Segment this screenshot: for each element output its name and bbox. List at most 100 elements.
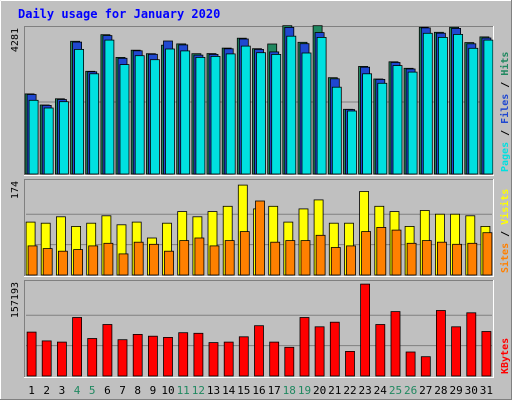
x-tick-label-27: 27 — [419, 384, 432, 397]
bar-kbytes-day-25 — [390, 311, 401, 377]
bar-pages-day-10 — [165, 48, 175, 175]
bar-kbytes-day-31 — [481, 331, 492, 377]
bar-sites-day-24 — [376, 226, 387, 276]
bar-pages-day-14 — [225, 53, 236, 175]
bar-pages-day-27 — [422, 32, 433, 175]
x-tick-label-3: 3 — [59, 384, 66, 397]
legend-item-kbytes: KBytes — [500, 338, 511, 374]
bar-pages-day-30 — [468, 47, 479, 175]
legend-text: Sites / Visits — [499, 189, 511, 273]
bar-sites-day-15 — [239, 231, 250, 276]
bar-sites-day-1 — [27, 245, 38, 276]
bar-sites-day-7 — [118, 253, 129, 276]
bar-kbytes-day-17 — [269, 341, 280, 377]
bar-sites-day-19 — [300, 240, 311, 276]
bar-pages-day-26 — [407, 71, 418, 175]
x-tick-label-28: 28 — [434, 384, 447, 397]
legend-item-hits: Hits — [499, 52, 511, 76]
x-tick-label-25: 25 — [389, 384, 402, 397]
bar-sites-day-2 — [42, 248, 53, 276]
bar-pages-day-11 — [180, 50, 191, 175]
bar-sites-day-26 — [406, 242, 417, 276]
legend: Sites / Visits — [499, 189, 511, 273]
bar-pages-day-24 — [377, 82, 388, 175]
bar-kbytes-day-13 — [208, 342, 219, 377]
bar-sites-day-23 — [361, 231, 372, 276]
bar-sites-day-4 — [73, 249, 83, 276]
legend-item-pages: Pages — [500, 142, 511, 172]
bar-pages-day-31 — [483, 39, 494, 175]
x-tick-label-20: 20 — [313, 384, 326, 397]
panel-visits-sites: 174 Sites / Visits — [10, 179, 511, 277]
x-tick-label-18: 18 — [283, 384, 296, 397]
legend-text: KBytes — [500, 338, 511, 374]
bar-kbytes-day-21 — [329, 321, 340, 377]
bar-pages-day-19 — [301, 52, 312, 175]
bar-pages-day-7 — [119, 64, 130, 175]
bar-pages-day-12 — [195, 57, 206, 175]
bar-sites-day-17 — [270, 241, 281, 276]
bar-kbytes-day-28 — [435, 310, 446, 377]
bar-sites-day-13 — [209, 245, 220, 276]
y-max-label: 4281 — [10, 28, 21, 52]
x-tick-label-23: 23 — [358, 384, 371, 397]
x-tick-label-29: 29 — [449, 384, 462, 397]
x-tick-label-24: 24 — [374, 384, 388, 397]
x-tick-label-19: 19 — [298, 384, 311, 397]
bar-sites-day-11 — [179, 240, 190, 276]
bar-pages-day-9 — [149, 59, 160, 175]
bar-kbytes-day-15 — [238, 336, 249, 377]
bar-sites-day-16 — [255, 200, 265, 276]
x-tick-label-4: 4 — [74, 384, 81, 397]
bar-pages-day-18 — [286, 35, 297, 175]
bar-pages-day-6 — [104, 39, 115, 175]
legend-separator: / — [500, 225, 511, 243]
bar-kbytes-day-14 — [223, 341, 234, 377]
bar-sites-day-3 — [58, 250, 68, 276]
bar-pages-day-8 — [134, 55, 145, 175]
bar-pages-day-2 — [43, 107, 54, 175]
bar-kbytes-day-2 — [41, 340, 52, 377]
bar-sites-day-9 — [148, 243, 159, 276]
legend: Pages / Files / Hits — [499, 52, 511, 172]
bar-sites-day-25 — [391, 229, 402, 276]
bar-kbytes-day-30 — [466, 312, 477, 377]
x-tick-label-17: 17 — [268, 384, 281, 397]
x-tick-label-30: 30 — [465, 384, 478, 397]
legend: KBytes — [500, 338, 511, 374]
x-tick-label-21: 21 — [328, 384, 341, 397]
chart-title: Daily usage for January 2020 — [18, 7, 220, 21]
bar-sites-day-14 — [224, 240, 235, 276]
bar-kbytes-day-19 — [299, 317, 310, 377]
x-tick-label-13: 13 — [207, 384, 220, 397]
bar-pages-day-17 — [271, 54, 282, 175]
bar-kbytes-day-1 — [26, 331, 37, 377]
bar-sites-day-18 — [285, 240, 296, 276]
x-tick-label-10: 10 — [161, 384, 174, 397]
bar-kbytes-day-5 — [87, 338, 98, 377]
x-tick-label-5: 5 — [89, 384, 96, 397]
bar-kbytes-day-10 — [163, 336, 173, 377]
bar-kbytes-day-29 — [451, 326, 462, 377]
bar-kbytes-day-3 — [57, 341, 67, 377]
legend-item-visits: Visits — [499, 189, 511, 225]
panel-kbytes: 157193 KBytes — [10, 280, 511, 378]
x-tick-label-7: 7 — [119, 384, 126, 397]
bar-sites-day-27 — [421, 240, 432, 276]
bar-sites-day-5 — [88, 245, 99, 276]
x-tick-label-2: 2 — [43, 384, 50, 397]
bar-pages-day-28 — [437, 37, 448, 175]
bar-pages-day-5 — [89, 73, 100, 175]
bar-kbytes-day-20 — [314, 326, 325, 377]
bar-kbytes-day-12 — [193, 332, 204, 377]
x-tick-label-11: 11 — [177, 384, 190, 397]
bar-pages-day-3 — [59, 101, 69, 175]
bar-pages-day-25 — [392, 65, 403, 175]
legend-item-files: Files — [499, 94, 511, 124]
y-max-label: 157193 — [10, 282, 21, 318]
bar-sites-day-10 — [164, 250, 174, 276]
bar-kbytes-day-4 — [72, 317, 82, 377]
bar-sites-day-30 — [467, 242, 478, 276]
bar-sites-day-8 — [133, 241, 144, 276]
